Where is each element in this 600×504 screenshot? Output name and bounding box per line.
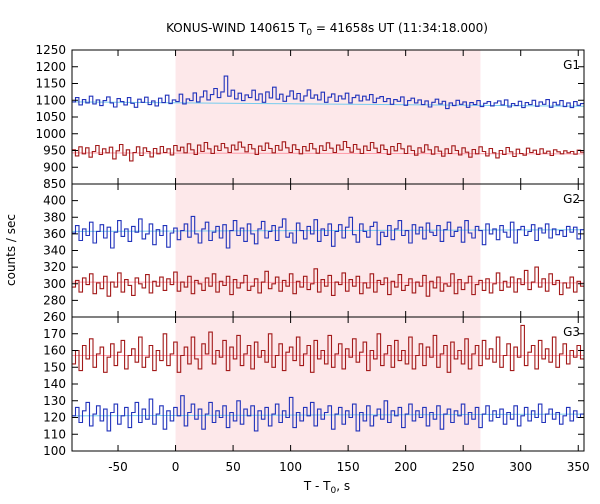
panel-g2-ytick-label: 360 xyxy=(43,227,66,241)
xtick-label: 100 xyxy=(279,460,302,474)
panel-g3-ytick-label: 100 xyxy=(43,444,66,458)
panel-g1-ytick-label: 1050 xyxy=(35,110,66,124)
xtick-label: 300 xyxy=(509,460,532,474)
panel-g3-ytick-label: 170 xyxy=(43,327,66,341)
panel-g1-ytick-label: 1100 xyxy=(35,93,66,107)
panel-g3-fit-line-1 xyxy=(71,413,585,417)
panel-g2-ytick-label: 340 xyxy=(43,244,66,258)
chart-title-main: KONUS-WIND 140615 T xyxy=(166,21,307,35)
panel-g2-series-2-steps xyxy=(72,266,584,297)
panel-g1-series-1-steps xyxy=(72,75,584,110)
panel-g2-ytick-label: 300 xyxy=(43,277,66,291)
panel-g2-series-1-steps xyxy=(72,215,584,249)
panel-g1-shaded-interval xyxy=(175,50,481,184)
panel-g1-ytick-label: 900 xyxy=(43,160,66,174)
panel-g2-shaded-interval xyxy=(175,184,481,317)
plot-layer: 850900950100010501100115012001250G126028… xyxy=(35,43,589,474)
panel-g2-ytick-label: 380 xyxy=(43,210,66,224)
panel-g3-ytick-label: 150 xyxy=(43,360,66,374)
panel-g2-ytick-label: 260 xyxy=(43,310,66,324)
panel-g1-fit-line-1 xyxy=(71,101,585,107)
panel-g1-ytick-label: 1200 xyxy=(35,60,66,74)
xtick-label: 200 xyxy=(394,460,417,474)
panel-g2-ytick-label: 400 xyxy=(43,194,66,208)
panel-g3-ytick-label: 110 xyxy=(43,427,66,441)
panel-g2-ytick-label: 280 xyxy=(43,293,66,307)
panel-g3-series-1-steps xyxy=(72,395,584,432)
panel-g1-ytick-label: 1150 xyxy=(35,77,66,91)
x-axis-title-rest: , s xyxy=(336,479,350,493)
xtick-label: -50 xyxy=(108,460,128,474)
x-axis-title: T - T0, s xyxy=(303,479,350,496)
xtick-label: 150 xyxy=(337,460,360,474)
panel-g1-ytick-label: 950 xyxy=(43,144,66,158)
chart-title: KONUS-WIND 140615 T0 = 41658s UT (11:34:… xyxy=(166,21,488,38)
chart-title-rest: = 41658s UT (11:34:18.000) xyxy=(312,21,488,35)
panel-g3-ytick-label: 130 xyxy=(43,394,66,408)
panel-g3-ytick-label: 120 xyxy=(43,411,66,425)
panel-g2-label: G2 xyxy=(563,192,580,206)
x-axis-title-subscript: 0 xyxy=(331,486,337,496)
xtick-label: 0 xyxy=(172,460,180,474)
panel-g1-ytick-label: 850 xyxy=(43,177,66,191)
panel-g3-label: G3 xyxy=(563,325,580,339)
panel-g1-series-2-steps xyxy=(72,140,584,162)
xtick-label: 250 xyxy=(452,460,475,474)
x-axis-title-main: T - T xyxy=(303,479,331,493)
xtick-label: 350 xyxy=(567,460,590,474)
panel-g1-fit-line-2 xyxy=(71,152,585,155)
y-axis-title: counts / sec xyxy=(4,214,18,286)
xtick-label: 50 xyxy=(225,460,240,474)
panel-g3-ytick-label: 160 xyxy=(43,344,66,358)
panel-g1-label: G1 xyxy=(563,58,580,72)
panel-g3-ytick-label: 140 xyxy=(43,377,66,391)
panel-g1-ytick-label: 1250 xyxy=(35,43,66,57)
panel-g3-series-2-steps xyxy=(72,324,584,373)
panel-g1-ytick-label: 1000 xyxy=(35,127,66,141)
panel-g2-ytick-label: 320 xyxy=(43,260,66,274)
chart-title-subscript: 0 xyxy=(306,28,312,38)
